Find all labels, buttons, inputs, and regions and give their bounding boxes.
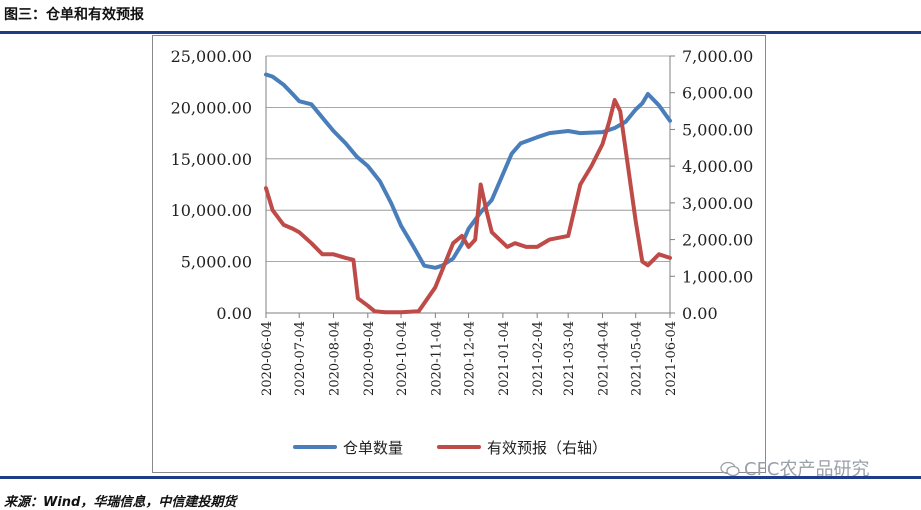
x-tick-label: 2021-03-04 — [562, 321, 577, 396]
watermark: CFC农产品研究 — [720, 455, 870, 481]
x-tick-label: 2020-08-04 — [328, 321, 343, 396]
figure-title: 图三：仓单和有效预报 — [4, 7, 144, 23]
series-line-2 — [264, 98, 672, 315]
series-line-1 — [264, 72, 672, 270]
y-right-tick-label: 0.00 — [682, 304, 718, 323]
chart-frame: 0.00 5,000.00 10,000.00 15,000.00 20,000.00 2… — [152, 35, 766, 473]
x-tick-label: 2020-11-04 — [429, 321, 444, 396]
y-right-tick-label: 4,000.00 — [682, 157, 753, 176]
legend-label-1: 仓单数量 — [343, 439, 403, 457]
watermark-text: CFC农产品研究 — [744, 459, 870, 480]
x-tick-label: 2021-02-04 — [531, 321, 546, 396]
y-right-tick-label: 5,000.00 — [682, 120, 753, 139]
x-tick-label: 2020-06-04 — [260, 321, 275, 396]
y-right-tick-label: 1,000.00 — [682, 267, 753, 286]
x-tick-label: 2020-12-04 — [463, 321, 478, 396]
x-tick-label: 2021-05-04 — [630, 321, 645, 396]
x-tick-label: 2020-09-04 — [362, 321, 377, 396]
y-left-tick-label: 20,000.00 — [171, 98, 252, 117]
figure-header: 图三：仓单和有效预报 — [0, 0, 921, 34]
x-tick-label: 2020-07-04 — [293, 321, 308, 396]
x-tick-label: 2021-06-04 — [664, 321, 679, 396]
x-tick-label: 2021-01-04 — [497, 321, 512, 396]
legend-label-2: 有效预报（右轴） — [487, 439, 607, 457]
x-tick-label: 2020-10-04 — [395, 321, 410, 396]
figure-footer: 来源：Wind，华瑞信息，中信建投期货 — [0, 476, 921, 510]
y-right-tick-label: 2,000.00 — [682, 231, 753, 250]
dual-axis-line-chart: 0.00 5,000.00 10,000.00 15,000.00 20,000.00 2… — [171, 47, 754, 457]
y-right-tick-label: 6,000.00 — [682, 84, 753, 103]
y-left-tick-label: 0.00 — [216, 304, 252, 323]
wechat-icon — [720, 461, 740, 477]
x-tick-label: 2021-04-04 — [596, 321, 611, 396]
y-right-tick-label: 7,000.00 — [682, 47, 753, 66]
y-right-tick-label: 3,000.00 — [682, 194, 753, 213]
y-left-tick-label: 15,000.00 — [171, 150, 252, 169]
y-left-tick-label: 5,000.00 — [181, 253, 252, 272]
y-left-tick-label: 25,000.00 — [171, 47, 252, 66]
source-note: 来源：Wind，华瑞信息，中信建投期货 — [4, 495, 237, 510]
y-left-tick-label: 10,000.00 — [171, 201, 252, 220]
